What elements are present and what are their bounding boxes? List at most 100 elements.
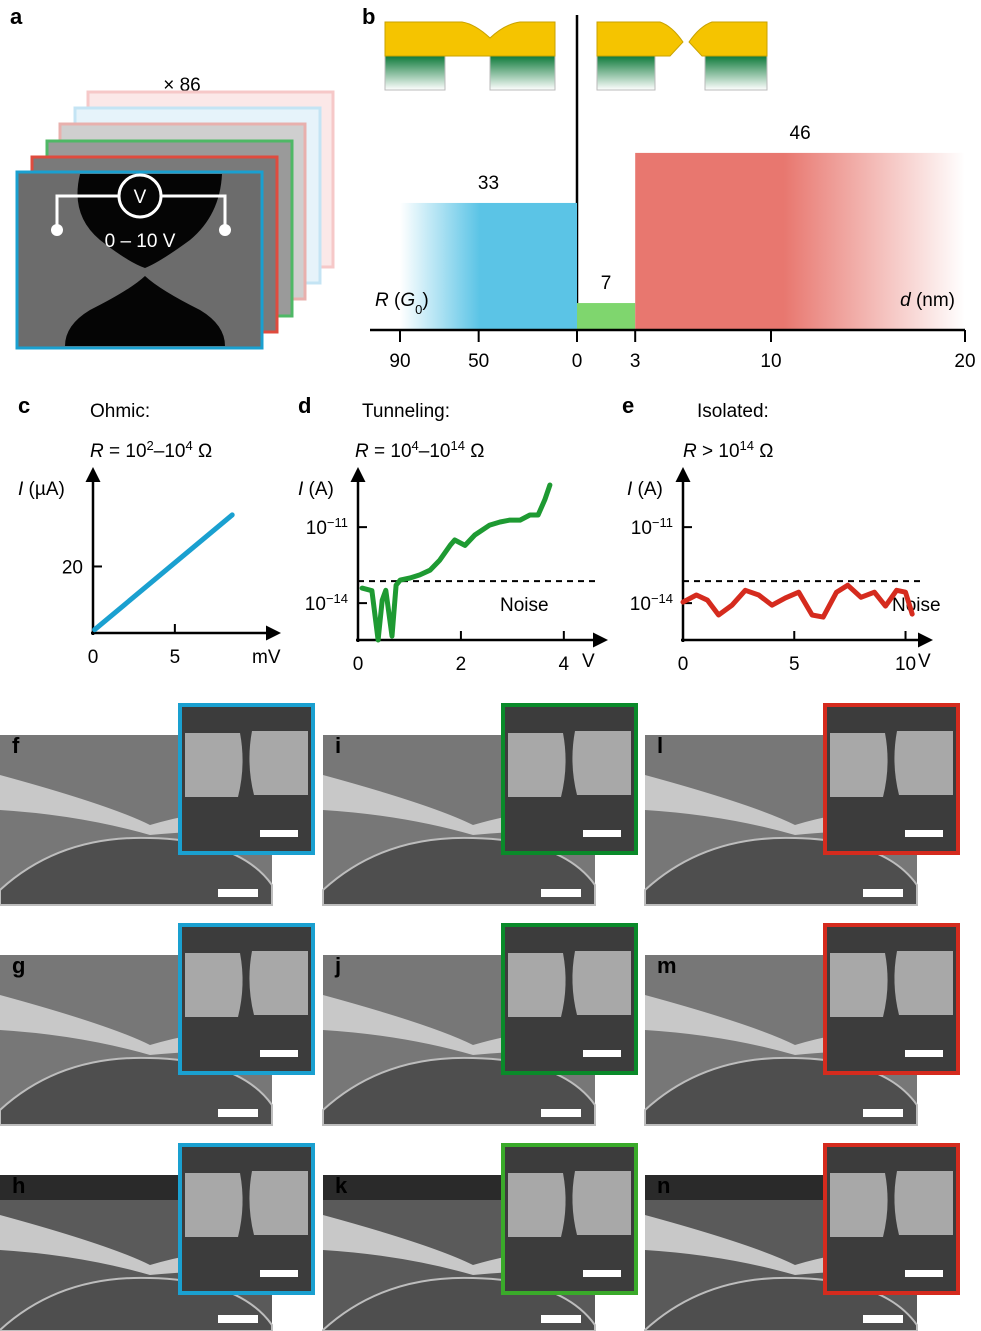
value-label: 33 xyxy=(478,173,499,194)
subtitle-part: = 10 xyxy=(369,441,412,462)
voltage-range: 0 – 10 V xyxy=(105,231,176,252)
scale-bar xyxy=(260,830,298,837)
inset-pad xyxy=(894,951,953,1015)
scale-bar xyxy=(218,889,258,897)
x-tick-label: 0 xyxy=(572,351,583,372)
inset-pad xyxy=(894,1171,953,1235)
panel-label: d xyxy=(298,393,311,418)
substrate xyxy=(385,56,445,90)
inset-pad xyxy=(185,733,243,797)
panel-label: f xyxy=(12,733,20,758)
panel-label: e xyxy=(622,393,634,418)
x-tick-label: 5 xyxy=(170,647,181,668)
sem-panel: n xyxy=(645,1145,958,1331)
x-tick-label: 10 xyxy=(895,654,916,675)
axis-label: d (nm) xyxy=(900,290,955,311)
sem-panel: m xyxy=(645,925,958,1125)
inset-pad xyxy=(572,1171,631,1235)
scale-bar xyxy=(260,1270,298,1277)
axis-label-part: 0 xyxy=(415,302,422,317)
y-tick-label: 10−11 xyxy=(631,515,673,540)
subtitle-part: R xyxy=(355,441,369,462)
inset-pad xyxy=(894,731,953,795)
subtitle: R = 102–104 Ω xyxy=(90,438,212,463)
substrate xyxy=(597,56,655,90)
value-label: 7 xyxy=(601,273,612,294)
subtitle-part: = 10 xyxy=(104,441,147,462)
panel-title: Ohmic: xyxy=(90,401,150,422)
x-tick-label: 5 xyxy=(789,654,800,675)
sem-panel: h xyxy=(0,1145,313,1331)
subtitle-part: Ω xyxy=(193,441,212,462)
electrode-broken xyxy=(689,22,767,56)
panel-label: b xyxy=(362,4,375,29)
x-tick-label: 0 xyxy=(88,647,99,668)
inset-pad xyxy=(249,731,308,795)
inset-pad xyxy=(572,951,631,1015)
y-axis-label: I (A) xyxy=(298,479,334,500)
y-tick-label: 10−14 xyxy=(630,591,673,616)
scale-bar xyxy=(863,1109,903,1117)
value-label: 46 xyxy=(790,123,811,144)
subtitle-part: 4 xyxy=(412,438,419,453)
inset-pad xyxy=(508,1173,566,1237)
scale-bar xyxy=(583,830,621,837)
subtitle-part: > 10 xyxy=(697,441,740,462)
scale-bar xyxy=(218,1109,258,1117)
panel-label: h xyxy=(12,1173,25,1198)
inset-pad xyxy=(249,951,308,1015)
y-tick-label: 10−11 xyxy=(306,515,348,540)
panel-label: m xyxy=(657,953,677,978)
scale-bar xyxy=(541,889,581,897)
y-axis-label: I (µA) xyxy=(18,479,65,500)
x-tick-label: 50 xyxy=(468,351,489,372)
inset-pad xyxy=(830,953,888,1017)
inset-pad xyxy=(572,731,631,795)
scale-bar xyxy=(218,1315,258,1323)
scale-bar xyxy=(541,1315,581,1323)
y-tick-label: 20 xyxy=(62,557,83,578)
panel-a: a × 86 V 0 – 10 V xyxy=(10,4,333,348)
panel-title: Tunneling: xyxy=(362,401,450,422)
subtitle-part: R xyxy=(683,441,697,462)
sem-panel: j xyxy=(323,925,636,1125)
x-axis-label: mV xyxy=(252,647,281,668)
scale-bar xyxy=(905,830,943,837)
axis-label-part: (nm) xyxy=(911,290,955,311)
panel-label: j xyxy=(334,953,341,978)
data-line xyxy=(95,515,233,630)
scale-bar xyxy=(863,889,903,897)
meter-label: V xyxy=(134,187,147,208)
x-tick-label: 0 xyxy=(678,654,689,675)
x-axis-label: V xyxy=(918,651,931,672)
inset-pad xyxy=(249,1171,308,1235)
sem-panel: l xyxy=(645,705,958,905)
inset-pad xyxy=(508,953,566,1017)
inset-pad xyxy=(508,733,566,797)
y-tick-label: 10−14 xyxy=(305,591,348,616)
x-tick-label: 90 xyxy=(389,351,410,372)
subtitle-part: –10 xyxy=(154,441,186,462)
axis-label-part: ( xyxy=(389,290,401,311)
panel-label: i xyxy=(335,733,341,758)
panel-label: g xyxy=(12,953,25,978)
electrode-broken xyxy=(597,22,683,56)
x-tick-label: 3 xyxy=(630,351,641,372)
contact xyxy=(219,224,231,236)
scale-bar xyxy=(583,1050,621,1057)
subtitle-part: 4 xyxy=(185,438,192,453)
inset-pad xyxy=(830,733,888,797)
noise-label: Noise xyxy=(500,595,549,616)
electrode-connected xyxy=(385,22,555,56)
sem-panel: i xyxy=(323,705,636,905)
substrate xyxy=(490,56,555,90)
axis-label-part: R xyxy=(375,290,389,311)
inset-pad xyxy=(185,953,243,1017)
panel-title: Isolated: xyxy=(697,401,769,422)
scale-bar xyxy=(541,1109,581,1117)
contact xyxy=(51,224,63,236)
scale-bar xyxy=(863,1315,903,1323)
x-tick-label: 0 xyxy=(353,654,364,675)
panel-label: c xyxy=(18,393,30,418)
data-line xyxy=(683,585,912,617)
